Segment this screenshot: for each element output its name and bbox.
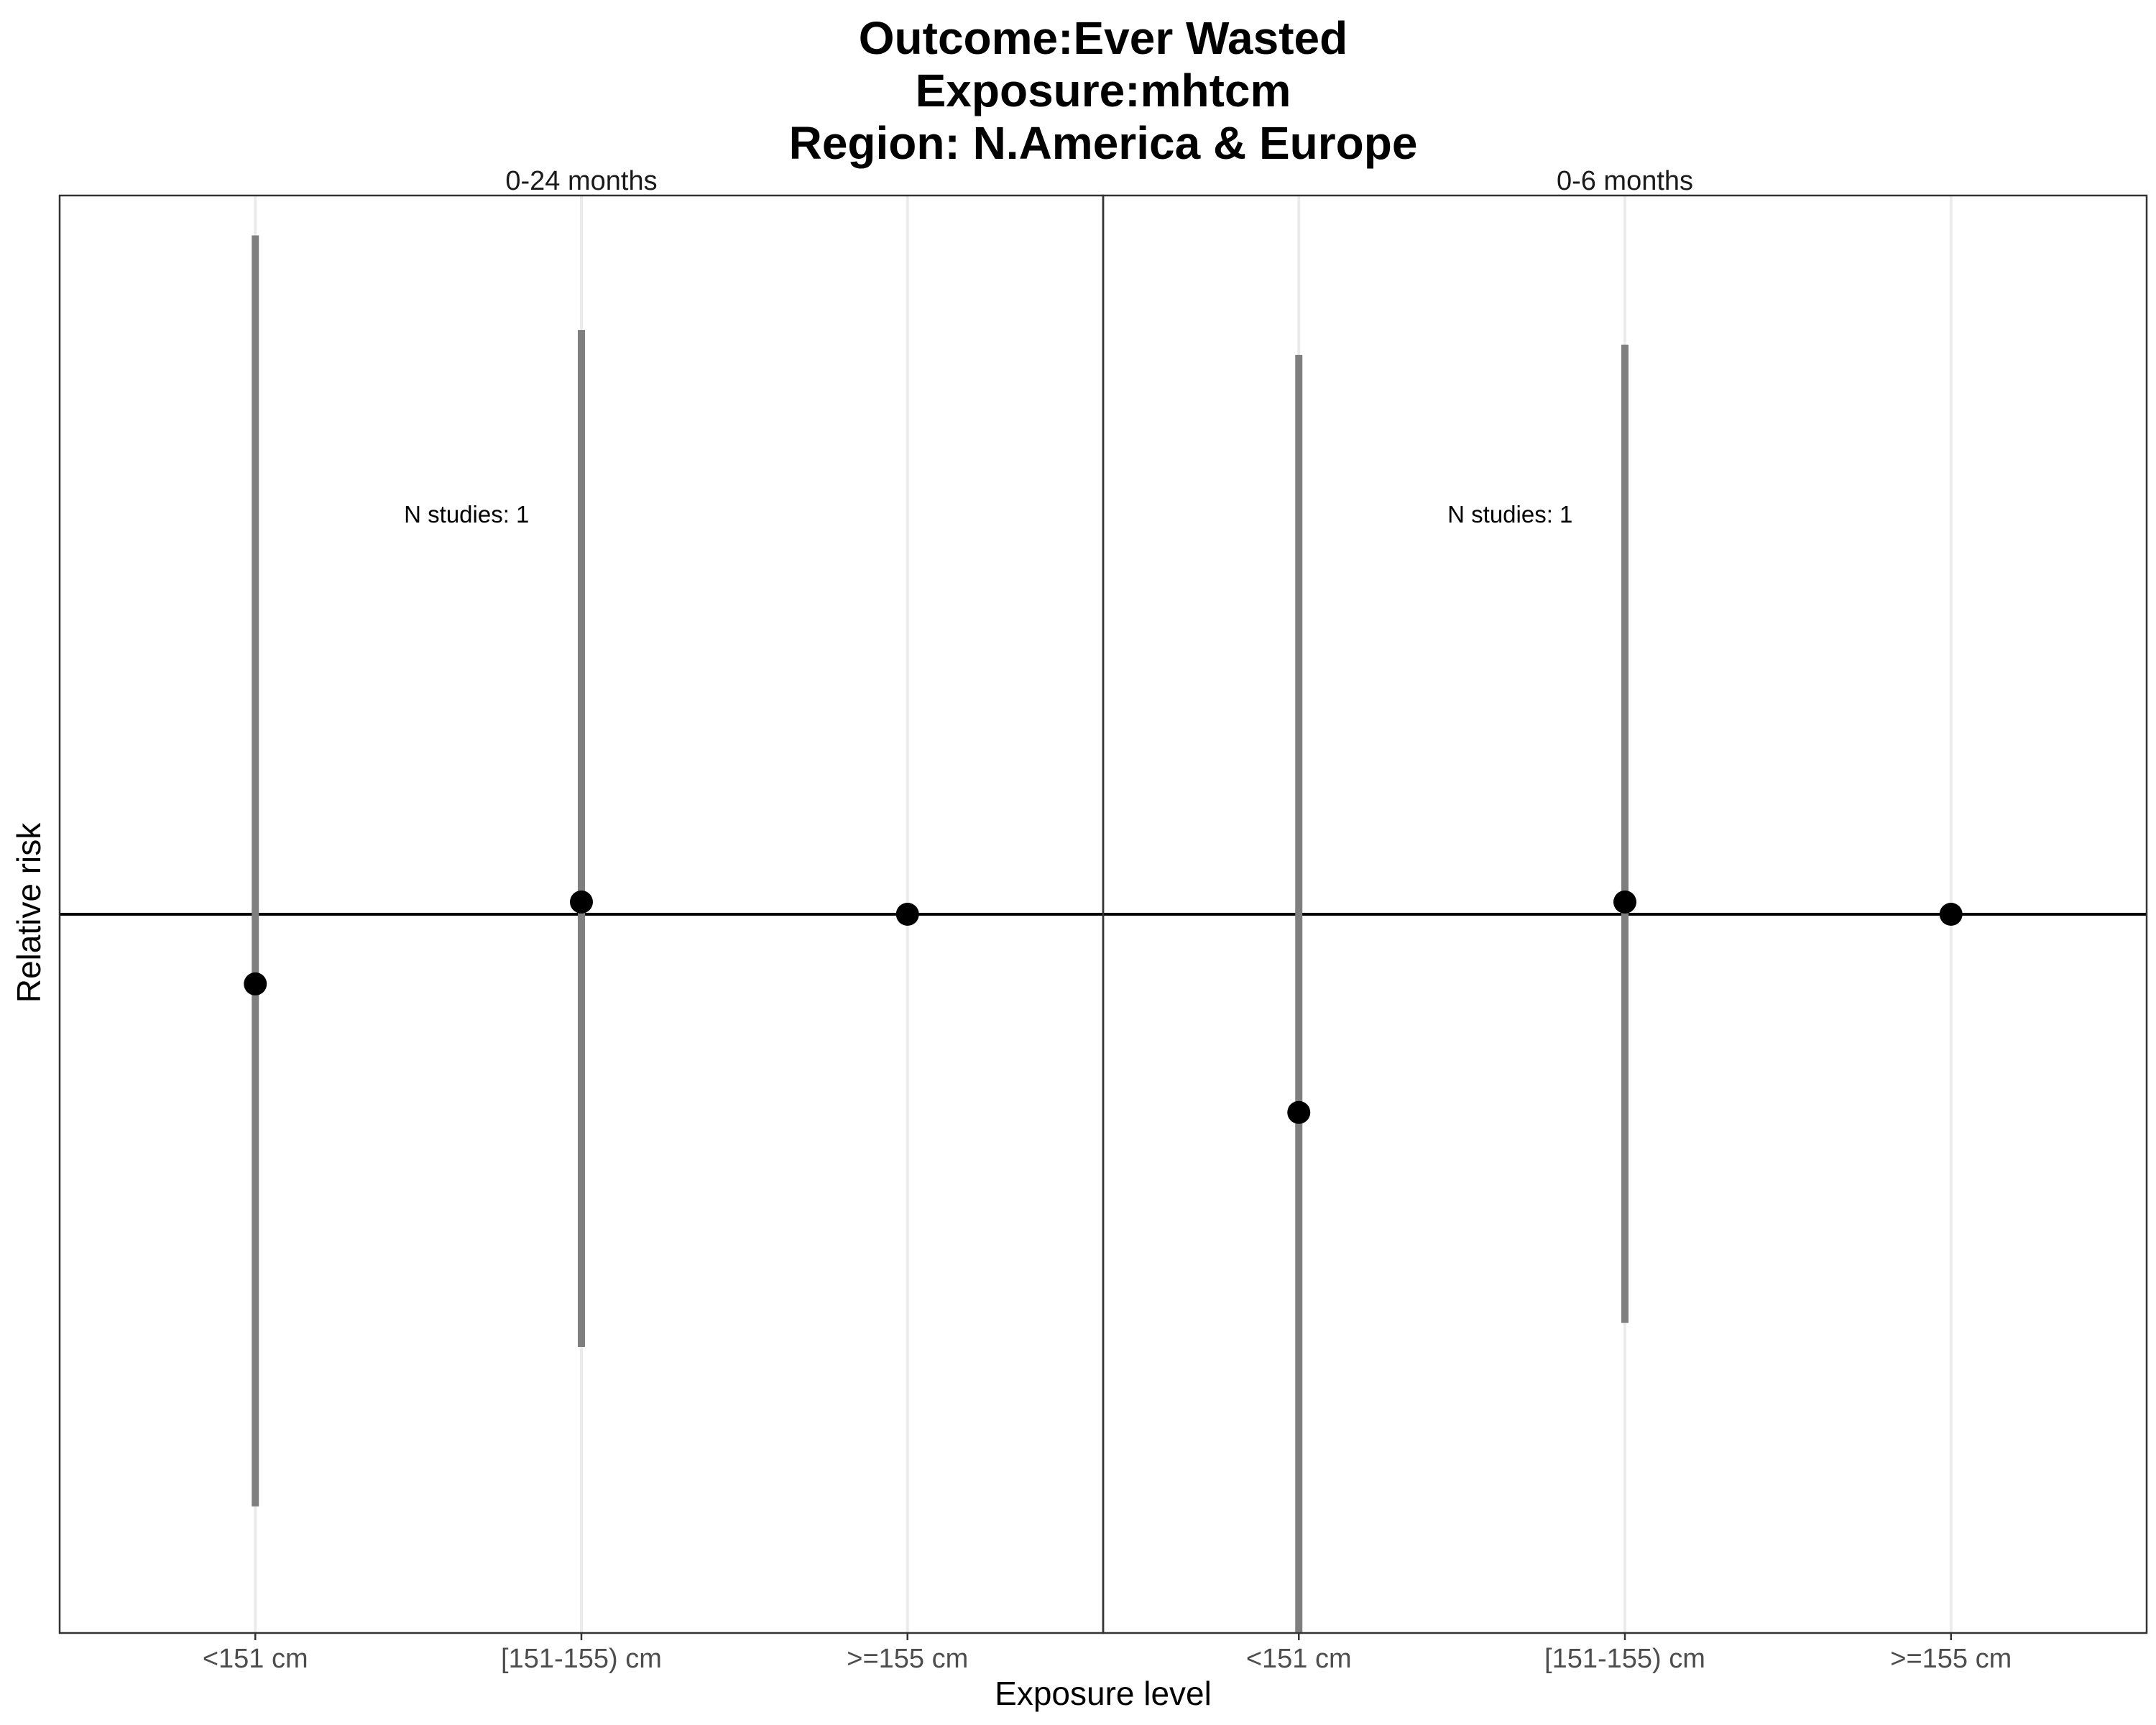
point-estimate — [244, 972, 267, 995]
chart-title-line-1: Outcome:Ever Wasted — [859, 12, 1348, 64]
point-estimate — [1939, 903, 1963, 926]
facet-strip-label: 0-24 months — [505, 166, 657, 196]
x-tick-label: [151-155) cm — [1544, 1644, 1705, 1674]
x-tick-label: [151-155) cm — [501, 1644, 662, 1674]
point-estimate — [895, 903, 919, 926]
x-tick-label: >=155 cm — [1890, 1644, 2012, 1674]
x-tick-label: <151 cm — [203, 1644, 308, 1674]
y-axis-title: Relative risk — [10, 822, 47, 1003]
chart-title-line-3: Region: N.America & Europe — [789, 117, 1418, 169]
n-studies-annotation: N studies: 1 — [1447, 501, 1572, 528]
facet-panels: 0-24 months N studies: 1 <151 cm [151-155) … — [58, 166, 2148, 1674]
chart-title-line-2: Exposure:mhtcm — [916, 65, 1291, 116]
facet-panel-1: 0-24 months N studies: 1 <151 cm [151-155) … — [58, 166, 1105, 1674]
n-studies-annotation: N studies: 1 — [404, 501, 529, 528]
point-estimate — [570, 890, 593, 914]
x-tick-label: <151 cm — [1246, 1644, 1352, 1674]
x-axis-title: Exposure level — [995, 1675, 1212, 1712]
facet-strip-label: 0-6 months — [1557, 166, 1693, 196]
x-tick-label: >=155 cm — [847, 1644, 968, 1674]
facet-panel-2: 0-6 months N studies: 1 <151 cm [151-155) c… — [1102, 166, 2148, 1674]
point-estimate — [1287, 1100, 1311, 1124]
point-estimate — [1613, 890, 1636, 914]
